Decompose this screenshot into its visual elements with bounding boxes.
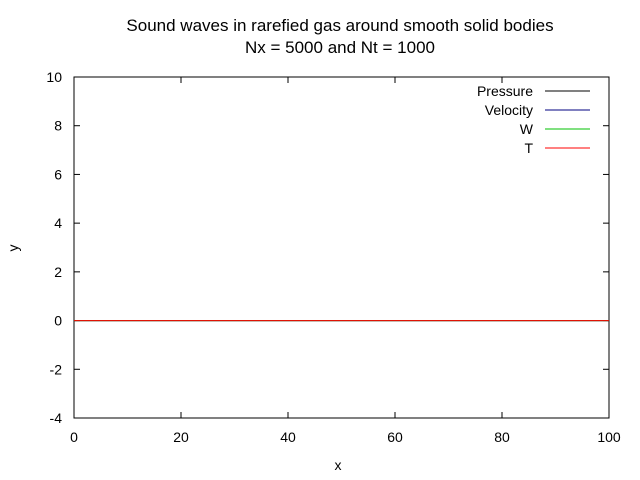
axis-tick-labels: 0 20 40 60 80 100 -4 -2 0 2 4 6 8 10 bbox=[46, 69, 620, 445]
plot-frame bbox=[73, 76, 610, 419]
legend-label: W bbox=[520, 121, 534, 137]
x-tick-label: 0 bbox=[70, 429, 78, 445]
y-tick-label: 10 bbox=[46, 69, 62, 85]
x-axis-label: x bbox=[335, 457, 342, 473]
x-tick-label: 60 bbox=[387, 429, 403, 445]
y-tick-label: -4 bbox=[50, 410, 63, 426]
x-tick-label: 40 bbox=[280, 429, 296, 445]
y-tick-label: 8 bbox=[54, 118, 62, 134]
y-tick-label: 0 bbox=[54, 313, 62, 329]
legend-label: Pressure bbox=[477, 83, 533, 99]
y-axis-label: y bbox=[5, 245, 21, 252]
x-tick-label: 80 bbox=[494, 429, 510, 445]
chart-subtitle: Nx = 5000 and Nt = 1000 bbox=[245, 38, 435, 57]
x-tick-label: 20 bbox=[173, 429, 189, 445]
x-tick-label: 100 bbox=[597, 429, 621, 445]
chart-title: Sound waves in rarefied gas around smoot… bbox=[126, 16, 553, 35]
legend: Pressure Velocity WT bbox=[477, 83, 590, 156]
y-tick-label: -2 bbox=[50, 361, 63, 377]
legend-label: T bbox=[524, 140, 533, 156]
y-tick-label: 4 bbox=[54, 215, 62, 231]
y-tick-label: 6 bbox=[54, 166, 62, 182]
y-tick-label: 2 bbox=[54, 264, 62, 280]
legend-label: Velocity bbox=[485, 102, 533, 118]
